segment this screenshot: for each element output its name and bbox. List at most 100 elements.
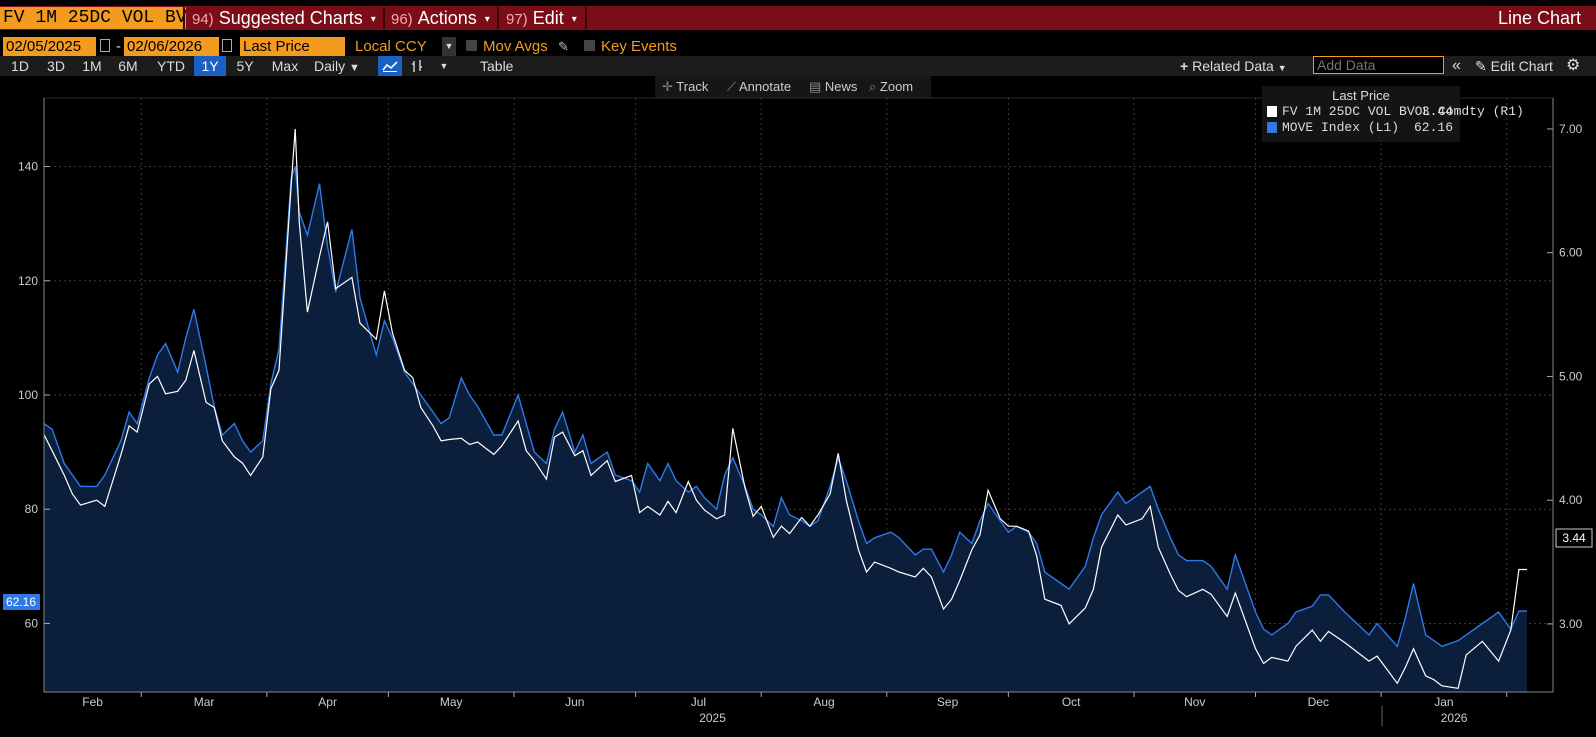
collapse-icon[interactable]: « — [1452, 57, 1461, 74]
chevron-down-icon: ▾ — [370, 14, 376, 25]
last-value-left-text: 62.16 — [6, 595, 36, 609]
chevron-down-icon: ▾ — [484, 14, 490, 25]
fv-vol-line — [43, 128, 1527, 689]
range-3d[interactable]: 3D — [47, 58, 65, 74]
zoom-tool[interactable]: ⌕ Zoom — [869, 78, 913, 96]
suggested-charts-menu[interactable]: 94) Suggested Charts ▾ — [192, 7, 376, 29]
grid — [44, 98, 1553, 692]
price-field-select[interactable]: Last Price — [240, 37, 345, 56]
legend-swatch-fv — [1267, 106, 1277, 117]
range-1d[interactable]: 1D — [11, 58, 29, 74]
x-tick-label: Jan — [1434, 695, 1453, 709]
legend-value-move: 62.16 — [1413, 120, 1453, 135]
x-tick-label: Jun — [565, 695, 584, 709]
legend-swatch-move — [1267, 122, 1277, 133]
x-tick-label: Mar — [194, 695, 215, 709]
year-label: 2026 — [1441, 711, 1468, 725]
edit-chart-label: Edit Chart — [1490, 58, 1553, 74]
news-tool[interactable]: ▤ News — [809, 78, 857, 96]
annotate-label: Annotate — [739, 79, 792, 94]
last-value-right-box — [1555, 528, 1593, 548]
left-tick-label: 80 — [25, 502, 39, 516]
last-value-left: 62.16 — [3, 594, 40, 610]
left-tick-label: 120 — [18, 274, 38, 288]
gear-icon[interactable]: ⚙ — [1566, 57, 1581, 74]
x-tick-label: Feb — [82, 695, 103, 709]
last-value-left-box — [3, 594, 40, 610]
menu-divider — [585, 7, 587, 29]
menu-number: 94) — [192, 11, 214, 28]
menu-label: Edit — [532, 8, 564, 28]
ticker-input[interactable]: FV 1M 25DC VOL BVOL Comdty — [0, 7, 186, 29]
magnifier-icon: ⌕ — [869, 79, 877, 94]
legend-title: Last Price — [1332, 88, 1390, 103]
x-tick-label: May — [440, 695, 463, 709]
legend-value-fv: 3.44 — [1421, 104, 1453, 119]
plot-border — [43, 97, 1554, 693]
menu-divider — [497, 7, 499, 29]
legend-name-move[interactable]: MOVE Index (L1) — [1282, 120, 1400, 135]
left-tick-label: 60 — [25, 616, 39, 630]
line-chart-icon[interactable] — [378, 56, 402, 76]
track-tool[interactable]: ✛ Track — [662, 78, 708, 96]
chevron-down-icon: ▼ — [349, 62, 360, 74]
date-separator: - — [116, 38, 121, 55]
actions-menu[interactable]: 96) Actions ▾ — [391, 7, 490, 29]
calendar-icon[interactable] — [100, 39, 110, 52]
legend-name-fv[interactable]: FV 1M 25DC VOL BVOL Comdty (R1) — [1282, 104, 1524, 119]
menu-label: Suggested Charts — [218, 8, 363, 28]
chevron-down-icon[interactable]: ▼ — [439, 61, 449, 71]
year-label: 2025 — [699, 711, 726, 725]
zoom-label: Zoom — [879, 79, 914, 94]
right-tick-label: 6.00 — [1559, 246, 1583, 260]
mov-avgs-checkbox[interactable] — [466, 40, 477, 51]
mov-avgs-label: Mov Avgs — [483, 38, 548, 55]
end-date-field[interactable]: 02/06/2026 — [124, 37, 219, 56]
menu-number: 97) — [506, 11, 528, 28]
chart-tools-strip — [655, 76, 931, 98]
news-icon: ▤ — [809, 79, 822, 94]
key-events-checkbox[interactable] — [584, 40, 595, 51]
top-edge — [0, 0, 1596, 6]
range-ytd[interactable]: YTD — [157, 58, 185, 74]
plus-icon: + — [1180, 58, 1189, 74]
news-label: News — [824, 79, 858, 94]
range-6m[interactable]: 6M — [118, 58, 138, 74]
pencil-icon: ✎ — [1475, 58, 1487, 74]
start-date-field[interactable]: 02/05/2025 — [3, 37, 96, 56]
right-tick-label: 4.00 — [1559, 493, 1583, 507]
left-tick-label: 140 — [18, 160, 38, 174]
legend — [1262, 86, 1460, 142]
menu-label: Actions — [417, 8, 477, 28]
last-value-right-text: 3.44 — [1562, 531, 1586, 545]
bar-chart-icon[interactable] — [405, 56, 429, 76]
x-axis: Feb Mar Apr May Jun Jul Aug Sep Oct Nov Dec Jan 2025… — [82, 692, 1508, 725]
currency-select[interactable]: Local CCY — [355, 38, 427, 55]
table-button[interactable]: Table — [480, 58, 514, 74]
add-data-input[interactable] — [1313, 56, 1444, 74]
range-1m[interactable]: 1M — [82, 58, 102, 74]
range-5y[interactable]: 5Y — [236, 58, 254, 74]
annotate-tool[interactable]: ⟋ Annotate — [727, 78, 791, 96]
range-1y[interactable]: 1Y — [194, 56, 226, 76]
frequency-select[interactable]: Daily ▼ — [314, 56, 360, 76]
function-bar — [0, 6, 1596, 30]
x-tick-label: Nov — [1184, 695, 1205, 709]
x-tick-label: Apr — [318, 695, 337, 709]
move-index-area — [44, 166, 1527, 692]
edit-menu[interactable]: 97) Edit ▾ — [506, 7, 577, 29]
track-label: Track — [676, 79, 709, 94]
x-tick-label: Jul — [691, 695, 706, 709]
related-data-menu[interactable]: + Related Data ▼ — [1180, 56, 1287, 76]
calendar-icon[interactable] — [222, 39, 232, 52]
right-tick-label: 7.00 — [1559, 122, 1583, 136]
x-tick-label: Oct — [1062, 695, 1081, 709]
left-tick-label: 100 — [18, 388, 38, 402]
x-tick-label: Dec — [1308, 695, 1329, 709]
pencil-icon[interactable]: ✎ — [558, 39, 569, 54]
chevron-down-icon[interactable]: ▼ — [442, 37, 456, 56]
crosshair-icon: ✛ — [662, 79, 673, 94]
range-max[interactable]: Max — [271, 58, 299, 74]
edit-chart-button[interactable]: ✎ Edit Chart — [1475, 56, 1553, 76]
menu-number: 96) — [391, 11, 413, 28]
